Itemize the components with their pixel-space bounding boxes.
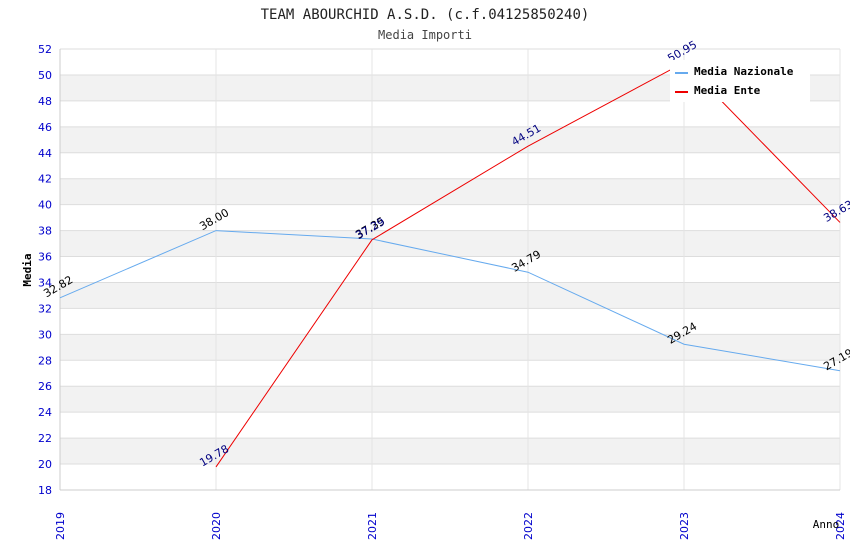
y-tick-label: 28 <box>38 354 52 367</box>
series-line-nazionale <box>59 230 841 372</box>
data-label: 38.00 <box>197 206 231 233</box>
y-tick-label: 50 <box>38 69 52 82</box>
chart-title: TEAM ABOURCHID A.S.D. (c.f.04125850240) <box>261 7 590 23</box>
y-tick-label: 32 <box>38 302 52 315</box>
grid-band <box>60 126 840 153</box>
grid-band <box>60 230 840 257</box>
grid-band <box>60 334 840 361</box>
y-tick-label: 22 <box>38 432 52 445</box>
x-tick-label: 2021 <box>366 512 379 540</box>
axes <box>59 49 840 491</box>
y-tick-label: 38 <box>38 225 52 238</box>
y-tick-label: 46 <box>38 121 52 134</box>
grid-band <box>60 438 840 465</box>
series-lines <box>59 62 841 468</box>
gridlines <box>59 48 841 491</box>
y-tick-label: 34 <box>38 276 52 289</box>
y-tick-labels: 18 20 22 24 26 28 30 32 34 36 38 40 42 44 46 48 50 52 <box>38 43 52 497</box>
chart-subtitle: Media Importi <box>378 28 472 42</box>
series-line-ente <box>215 62 841 468</box>
legend-label-nazionale: Media Nazionale <box>694 65 794 78</box>
y-axis-label: Media <box>21 253 34 286</box>
legend: Media Nazionale Media Ente <box>670 60 810 102</box>
y-tick-label: 42 <box>38 173 52 186</box>
grid-band <box>60 282 840 309</box>
x-tick-label: 2019 <box>54 512 67 540</box>
y-tick-label: 26 <box>38 380 52 393</box>
grid-band <box>60 386 840 413</box>
x-tick-label: 2022 <box>522 512 535 540</box>
y-tick-label: 18 <box>38 484 52 497</box>
grid-band <box>60 178 840 205</box>
y-tick-label: 20 <box>38 458 52 471</box>
grid-bands <box>60 74 840 465</box>
y-tick-label: 48 <box>38 95 52 108</box>
x-tick-label: 2020 <box>210 512 223 540</box>
x-tick-labels: 2019 2020 2021 2022 2023 2024 <box>54 512 847 540</box>
x-axis-label: Anno <box>813 518 840 531</box>
y-tick-label: 24 <box>38 406 52 419</box>
x-tick-label: 2024 <box>834 512 847 540</box>
x-tick-label: 2023 <box>678 512 691 540</box>
legend-box <box>670 60 810 102</box>
y-tick-label: 36 <box>38 251 52 264</box>
y-tick-label: 40 <box>38 199 52 212</box>
legend-label-ente: Media Ente <box>694 84 761 97</box>
y-tick-label: 52 <box>38 43 52 56</box>
y-tick-label: 30 <box>38 328 52 341</box>
y-tick-label: 44 <box>38 147 52 160</box>
